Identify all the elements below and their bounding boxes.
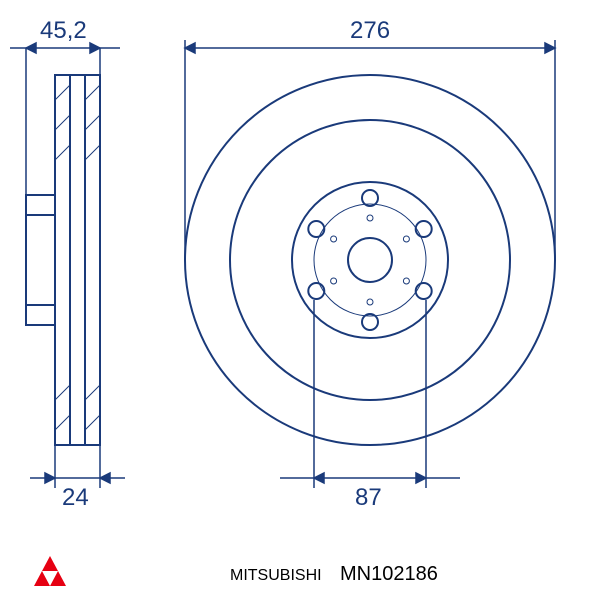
front-view [185,75,555,445]
drawing-svg: 45,2 24 [0,0,600,600]
brand-label: MITSUBISHI [230,567,322,584]
dim-thickness [30,445,125,488]
side-view [26,75,100,445]
technical-drawing: 45,2 24 [0,0,600,600]
dim-width [10,43,120,195]
dim-outer-label: 276 [350,17,390,44]
dim-hub-label: 87 [355,484,382,511]
part-number-label: MN102186 [340,563,438,585]
dim-hub-diameter [280,300,460,488]
dim-thickness-label: 24 [62,484,89,511]
dim-outer-diameter [185,40,555,260]
dim-width-label: 45,2 [40,17,87,44]
mitsubishi-logo [34,556,66,586]
